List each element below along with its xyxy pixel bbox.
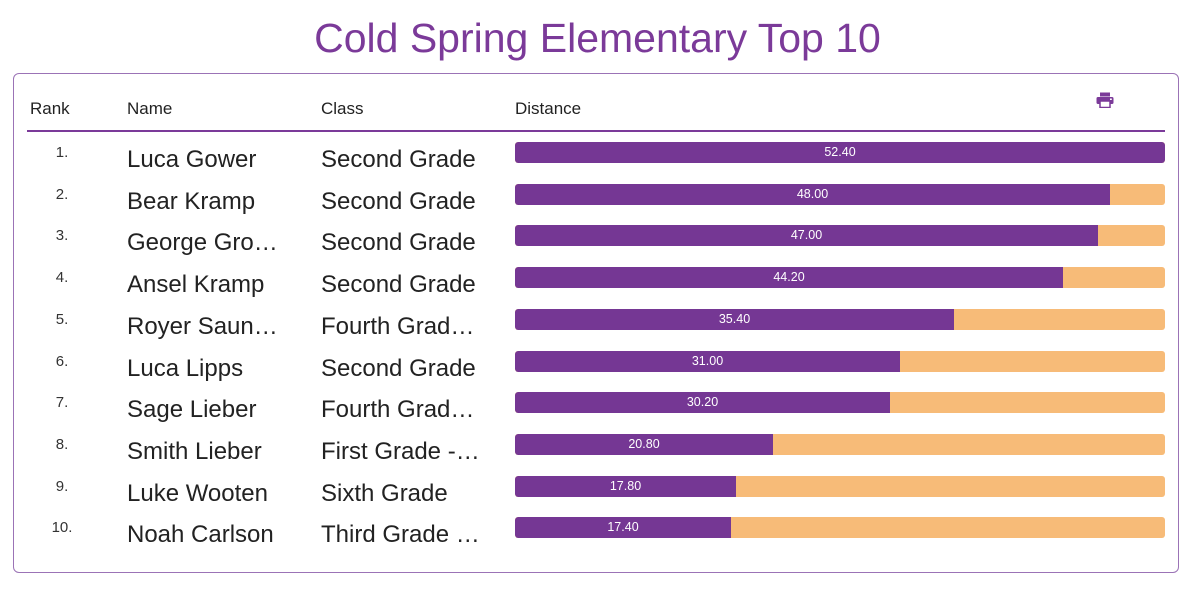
distance-bar-fill <box>515 433 773 455</box>
distance-bar-fill <box>515 142 1165 163</box>
distance-value-label: 48.00 <box>796 186 829 201</box>
distance-bar-track: 48.00 <box>515 183 1165 205</box>
distance-bar-fill <box>515 267 1063 289</box>
print-icon[interactable] <box>1096 92 1114 108</box>
distance-bar-fill <box>515 183 1110 205</box>
name-cell: Luca Gower <box>127 146 257 173</box>
header-divider <box>27 130 1165 132</box>
distance-value-label: 17.40 <box>607 520 639 535</box>
leaderboard-panel <box>13 73 1179 573</box>
rank-cell: 2. <box>55 185 69 203</box>
rank-cell: 1. <box>55 144 69 161</box>
table-row: 3. George Grover Second Grade 47.00 <box>0 225 1200 267</box>
distance-value-label: 44.20 <box>773 270 805 285</box>
class-cell: Second Grade <box>321 146 476 173</box>
table-row: 1. Luca Gower Second Grade 52.40 <box>0 142 1200 184</box>
table-row: 2. Bear Kramp Second Grade 48.00 <box>0 183 1200 226</box>
table-row: 8. Smith Lieber First Grade - … 20.80 <box>0 433 1200 476</box>
distance-value-label: 20.80 <box>628 436 660 451</box>
distance-value-label: 35.40 <box>718 311 751 326</box>
name-cell: Luca Lipps <box>127 354 244 382</box>
table-row: 5. Royer Saund… Fourth Grade… 35.40 <box>0 308 1200 351</box>
rank-cell: 4. <box>55 269 69 287</box>
rank-cell: 5. <box>55 310 69 328</box>
distance-bar-fill <box>515 350 900 372</box>
distance-column-header: Distance <box>515 99 582 118</box>
distance-value-label: 31.00 <box>691 353 724 368</box>
class-cell: Sixth Grade <box>321 479 448 507</box>
name-cell: Luke Wooten <box>127 479 268 507</box>
rank-column-header: Rank <box>30 99 70 118</box>
distance-bar-fill <box>515 475 736 497</box>
table-row: 10. Noah Carlson Third Grade - … 17.40 <box>0 517 1200 559</box>
name-cell: Bear Kramp <box>127 187 256 215</box>
distance-bar-track: 44.20 <box>515 267 1165 289</box>
distance-bar-fill <box>515 225 1098 247</box>
distance-bar-fill <box>515 392 890 414</box>
class-cell: Second Grade <box>321 187 476 215</box>
page-title: Cold Spring Elementary Top 10 <box>314 15 881 61</box>
name-cell: Royer Saund… <box>127 312 287 340</box>
distance-value-label: 17.80 <box>609 478 642 493</box>
rank-cell: 3. <box>55 227 69 245</box>
rank-cell: 10. <box>51 519 73 537</box>
distance-value-label: 47.00 <box>790 228 823 243</box>
distance-bar-track: 30.20 <box>515 392 1165 414</box>
distance-bar-fill <box>515 308 954 330</box>
class-cell: First Grade - … <box>321 437 486 465</box>
distance-bar-track: 20.80 <box>515 433 1165 455</box>
distance-bar-track: 31.00 <box>515 350 1165 372</box>
table-row: 7. Sage Lieber Fourth Grade… 30.20 <box>0 392 1200 434</box>
class-cell: Fourth Grade… <box>321 312 486 340</box>
distance-bar-track: 47.00 <box>515 225 1165 247</box>
rank-cell: 8. <box>55 435 69 453</box>
name-cell: Sage Lieber <box>127 396 257 424</box>
distance-bar-track: 17.80 <box>515 475 1165 497</box>
table-row: 4. Ansel Kramp Second Grade 44.20 <box>0 267 1200 309</box>
class-cell: Second Grade <box>321 354 476 382</box>
class-cell: Third Grade - … <box>321 521 486 549</box>
name-cell: Smith Lieber <box>127 437 262 465</box>
distance-value-label: 30.20 <box>686 395 719 410</box>
distance-bar-fill <box>515 517 731 539</box>
table-row: 6. Luca Lipps Second Grade 31.00 <box>0 350 1200 393</box>
name-cell: George Grover <box>127 229 287 257</box>
name-column-header: Name <box>127 99 173 118</box>
rank-cell: 7. <box>55 394 69 412</box>
distance-bar-track: 52.40 <box>515 142 1165 163</box>
rank-cell: 6. <box>55 352 69 370</box>
distance-bar-track: 35.40 <box>515 308 1165 330</box>
distance-bar-track: 17.40 <box>515 517 1165 539</box>
class-cell: Fourth Grade… <box>321 396 486 424</box>
class-column-header: Class <box>321 99 364 118</box>
rank-cell: 9. <box>55 477 69 495</box>
distance-value-label: 52.40 <box>824 145 856 159</box>
name-cell: Noah Carlson <box>127 521 274 549</box>
class-cell: Second Grade <box>321 271 476 299</box>
class-cell: Second Grade <box>321 229 476 257</box>
name-cell: Ansel Kramp <box>127 271 265 299</box>
table-row: 9. Luke Wooten Sixth Grade 17.80 <box>0 475 1200 518</box>
